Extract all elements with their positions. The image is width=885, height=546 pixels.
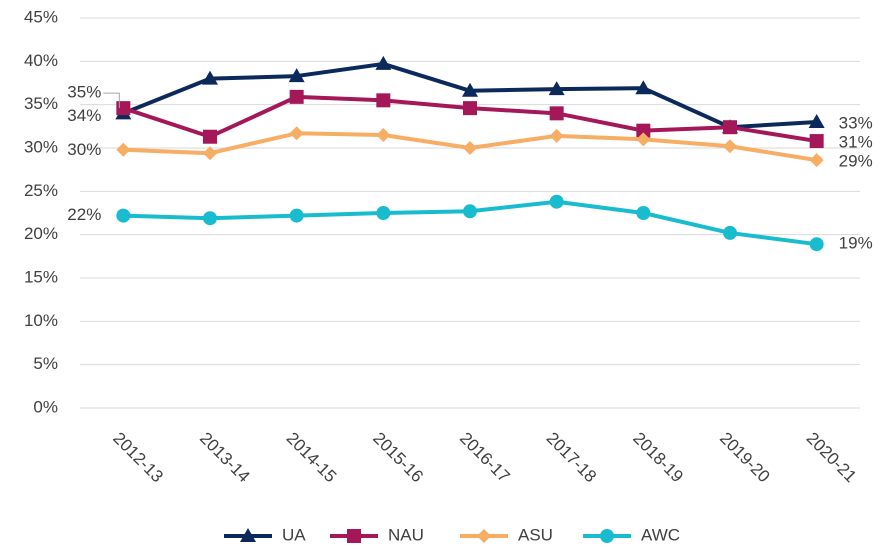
y-tick-label: 10%	[24, 311, 58, 330]
marker	[549, 106, 564, 121]
data-label: 35%	[67, 83, 101, 102]
data-label: 22%	[67, 205, 101, 224]
x-tick-label: 2014-15	[283, 429, 341, 487]
y-tick-label: 5%	[33, 354, 58, 373]
legend-label: ASU	[518, 525, 553, 544]
marker	[240, 528, 256, 542]
marker	[809, 237, 824, 252]
marker	[808, 114, 825, 128]
marker	[462, 82, 478, 97]
marker	[289, 208, 304, 223]
marker	[376, 128, 391, 142]
marker	[636, 206, 651, 220]
x-tick-label: 2012-13	[109, 429, 167, 487]
marker	[600, 529, 614, 543]
y-tick-label: 15%	[24, 267, 58, 286]
marker	[809, 134, 824, 149]
marker	[116, 142, 131, 157]
y-tick-label: 35%	[24, 94, 58, 113]
marker	[723, 225, 737, 240]
x-tick-label: 2019-20	[716, 429, 774, 487]
y-tick-label: 40%	[24, 51, 58, 70]
marker	[289, 89, 304, 104]
marker	[463, 141, 477, 155]
data-label: 30%	[67, 140, 101, 159]
legend-label: AWC	[641, 525, 680, 544]
marker	[375, 55, 392, 70]
y-tick-label: 0%	[33, 397, 58, 416]
marker	[463, 101, 477, 116]
marker	[376, 206, 391, 220]
x-tick-label: 2020-21	[803, 429, 861, 487]
data-label: 33%	[839, 113, 873, 132]
x-tick-label: 2013-14	[196, 429, 254, 487]
data-label: 19%	[839, 234, 873, 253]
y-tick-label: 25%	[24, 181, 58, 200]
x-tick-label: 2018-19	[629, 429, 687, 487]
marker	[636, 123, 651, 138]
marker	[203, 129, 217, 144]
legend-label: NAU	[388, 525, 424, 544]
marker	[116, 208, 131, 223]
marker	[477, 529, 491, 543]
marker	[723, 120, 737, 135]
x-tick-label: 2017-18	[543, 429, 601, 487]
marker	[289, 126, 304, 141]
marker	[548, 81, 565, 96]
marker	[809, 153, 824, 168]
marker	[463, 204, 477, 219]
marker	[635, 80, 652, 95]
y-tick-label: 20%	[24, 224, 58, 243]
y-tick-label: 30%	[24, 137, 58, 156]
marker	[202, 70, 218, 85]
y-tick-label: 45%	[24, 7, 58, 26]
marker	[636, 132, 651, 147]
leader-line	[103, 92, 120, 109]
marker	[549, 194, 564, 209]
marker	[549, 128, 564, 143]
x-tick-label: 2015-16	[369, 429, 427, 487]
data-label: 31%	[839, 133, 873, 152]
x-tick-label: 2016-17	[456, 429, 514, 487]
data-label: 34%	[67, 106, 101, 125]
marker	[288, 68, 305, 83]
marker	[723, 139, 737, 154]
marker	[203, 146, 217, 161]
marker	[203, 211, 217, 226]
marker	[376, 93, 391, 108]
data-label: 29%	[839, 152, 873, 171]
legend-label: UA	[282, 525, 306, 544]
marker	[116, 101, 131, 116]
marker	[347, 529, 361, 543]
